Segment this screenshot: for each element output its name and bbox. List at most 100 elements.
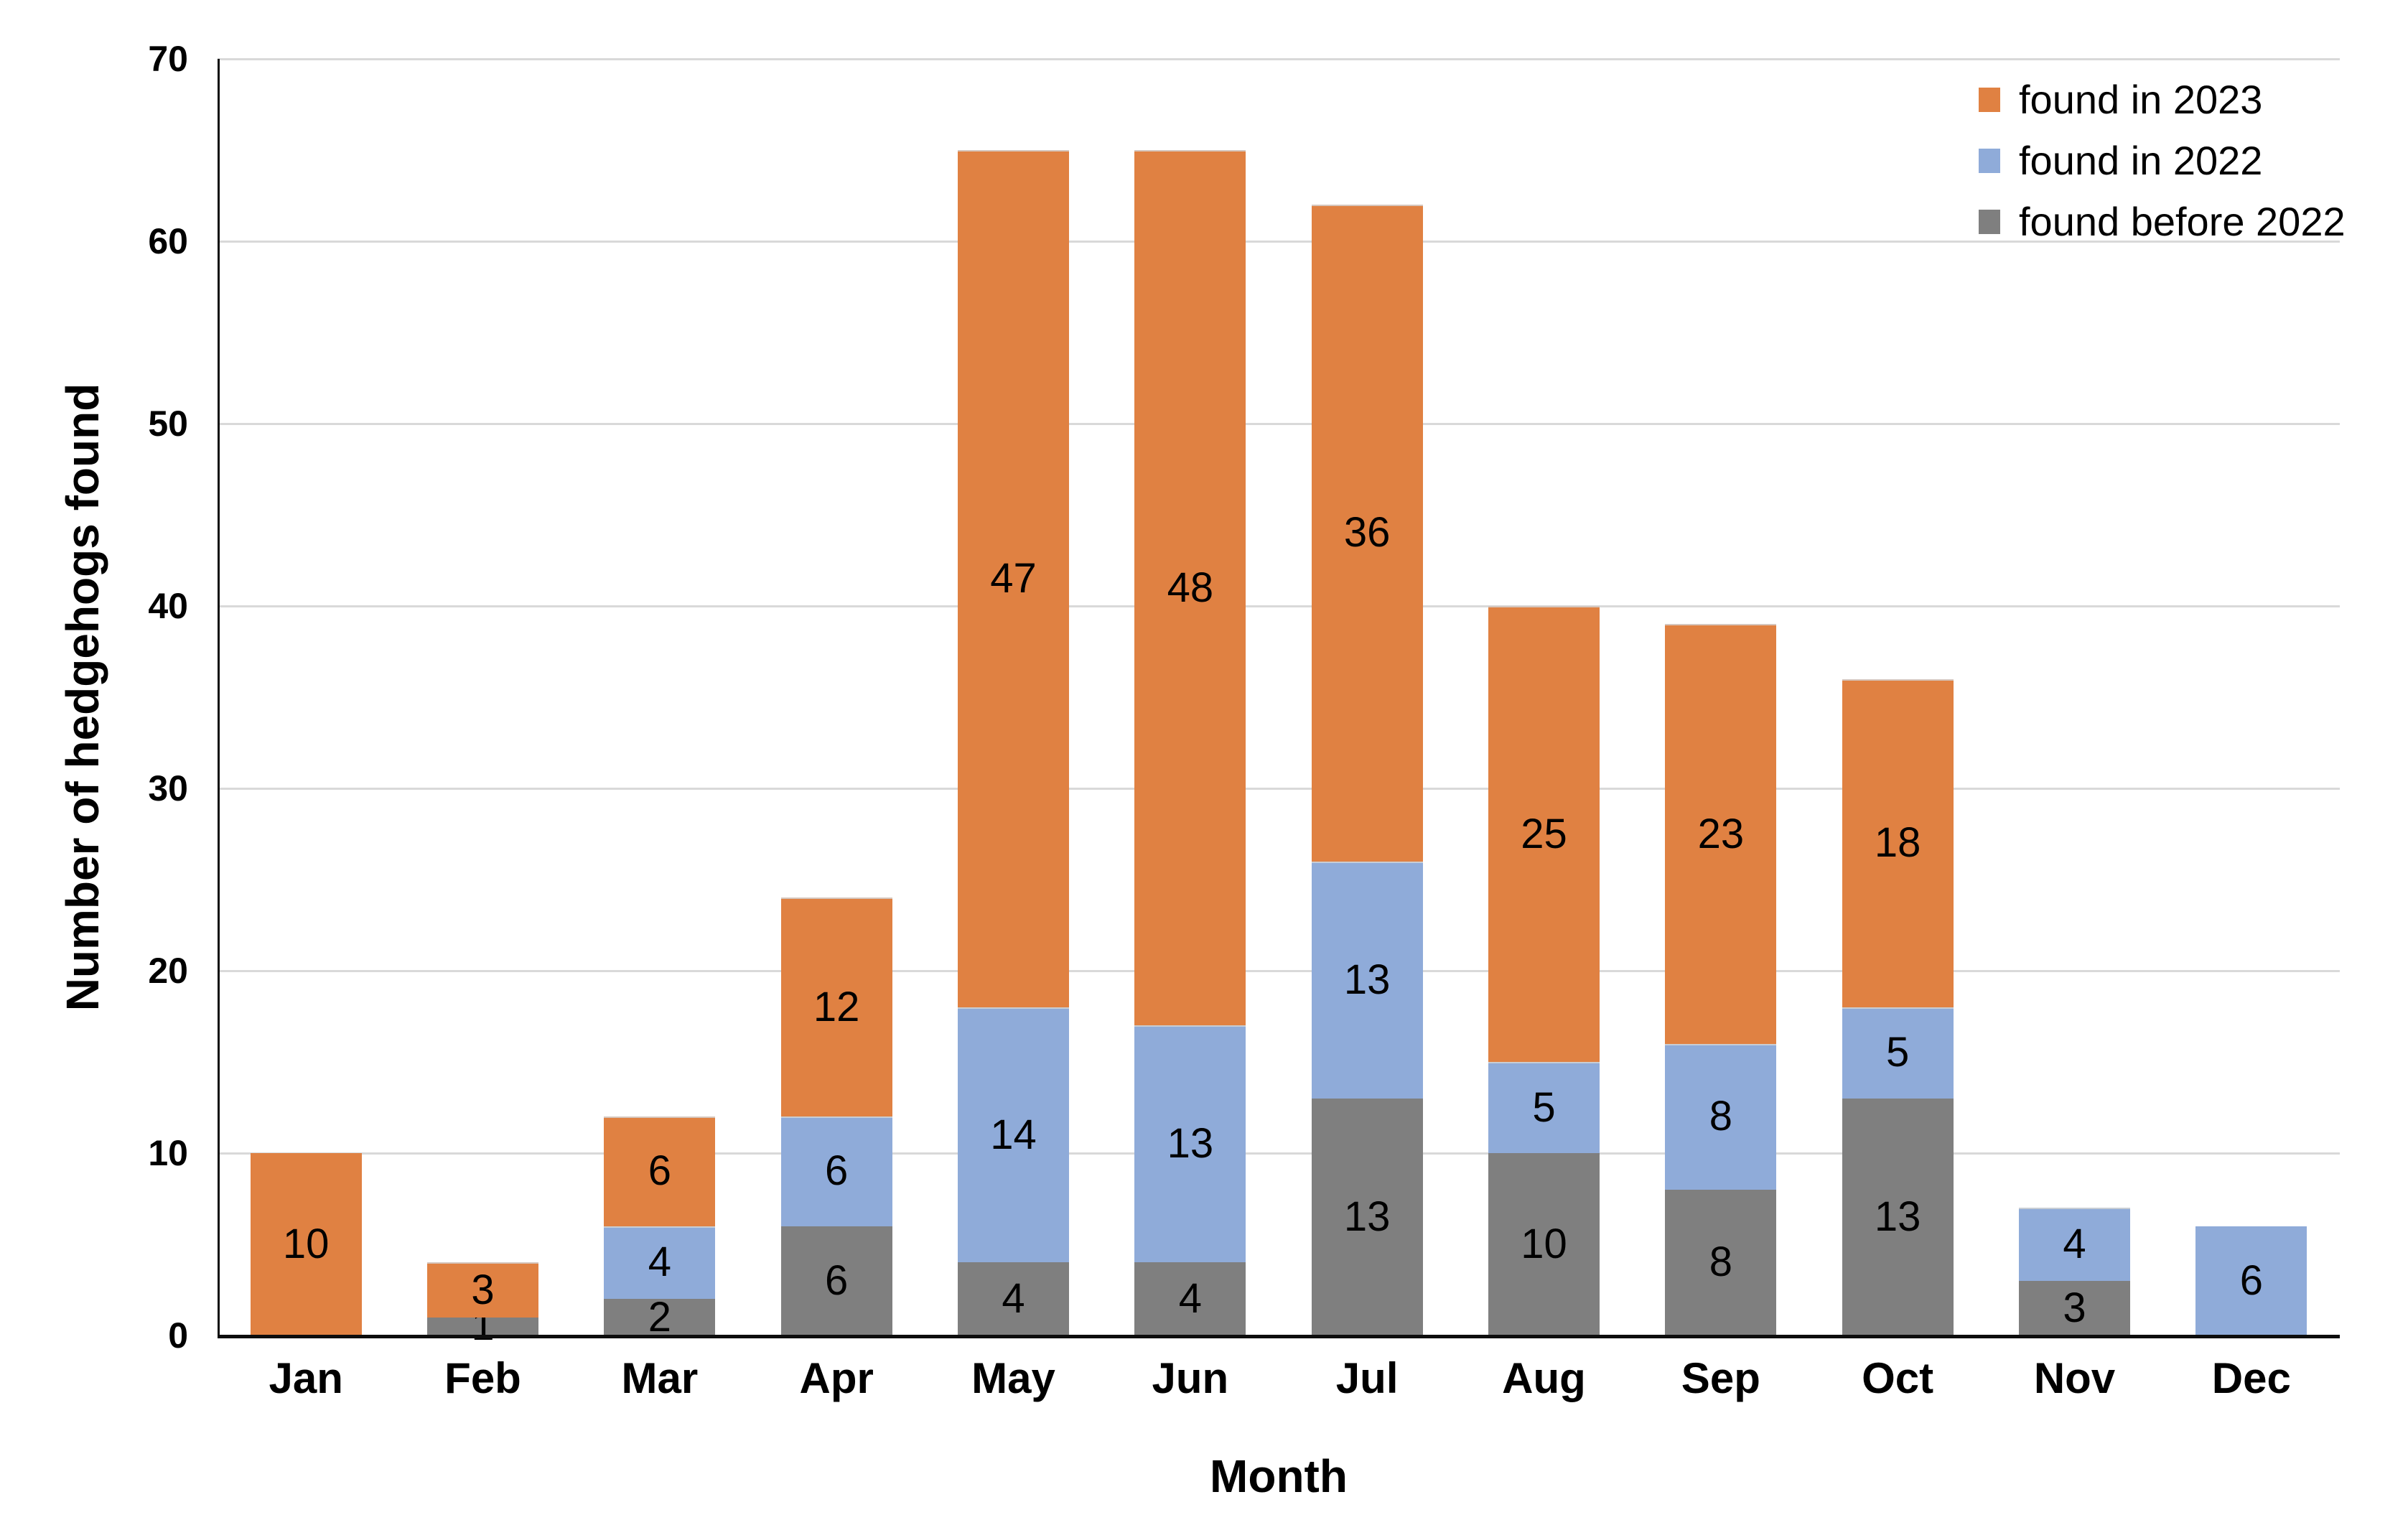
data-label-oct-13: 13: [1874, 1193, 1921, 1240]
data-label-aug-25: 25: [1521, 810, 1567, 857]
x-tick-label-nov: Nov: [2033, 1354, 2116, 1402]
bar-segment-mar-found-in-2022: [604, 1226, 716, 1300]
gridline-y-50: [218, 422, 2340, 425]
bar-segment-oct-found-in-2022: [1842, 1007, 1954, 1099]
y-tick-label-70: 70: [148, 39, 188, 79]
bar-segment-feb-found-in-2023: [427, 1262, 538, 1318]
data-label-jun-48: 48: [1167, 564, 1214, 611]
y-tick-label-40: 40: [148, 586, 188, 626]
y-axis-line: [218, 59, 220, 1338]
data-label-may-4: 4: [1002, 1275, 1025, 1323]
bar-segment-sep-found-before-2022: [1665, 1189, 1777, 1335]
data-label-jul-36: 36: [1343, 509, 1391, 556]
data-label-dec-6: 6: [2239, 1256, 2263, 1304]
data-label-feb-3: 3: [471, 1266, 495, 1313]
bar-segment-jul-found-in-2023: [1311, 205, 1423, 862]
bar-segment-apr-found-before-2022: [780, 1226, 892, 1335]
legend-label: found before 2022: [2019, 198, 2346, 244]
data-label-aug-5: 5: [1532, 1083, 1556, 1131]
bar-segment-jun-found-in-2022: [1134, 1025, 1246, 1263]
legend-label: found in 2023: [2019, 76, 2263, 122]
data-label-may-47: 47: [990, 554, 1037, 602]
bar-segment-nov-found-in-2022: [2019, 1208, 2130, 1281]
bar-segment-aug-found-in-2023: [1488, 606, 1600, 1062]
bar-segment-oct-found-in-2023: [1842, 679, 1954, 1007]
bar-segment-mar-found-in-2023: [604, 1116, 716, 1226]
legend-item-found-in-2023: found in 2023: [1979, 69, 2346, 130]
y-tick-label-60: 60: [148, 221, 188, 261]
x-tick-label-jul: Jul: [1335, 1354, 1399, 1402]
x-tick-label-sep: Sep: [1681, 1354, 1760, 1402]
bar-segment-jan-found-in-2023: [250, 1153, 362, 1335]
legend-item-found-in-2022: found in 2022: [1979, 130, 2346, 191]
legend-label: found in 2022: [2019, 137, 2263, 183]
bar-segment-apr-found-in-2022: [780, 1116, 892, 1226]
bar-segment-sep-found-in-2023: [1665, 624, 1777, 1044]
blue-square-icon: [1979, 148, 2000, 173]
bar-segment-may-found-in-2023: [958, 150, 1069, 1007]
y-tick-label-10: 10: [148, 1133, 188, 1173]
y-tick-label-0: 0: [168, 1315, 188, 1356]
data-label-jun-4: 4: [1178, 1275, 1202, 1323]
gridline-y-20: [218, 969, 2340, 972]
data-label-apr-6: 6: [825, 1256, 849, 1304]
x-tick-label-dec: Dec: [2211, 1354, 2291, 1402]
y-tick-label-30: 30: [148, 768, 188, 808]
gridline-y-70: [218, 57, 2340, 60]
bar-segment-jun-found-before-2022: [1134, 1262, 1246, 1335]
x-tick-label-aug: Aug: [1502, 1354, 1586, 1402]
x-tick-label-oct: Oct: [1862, 1354, 1934, 1402]
x-axis-title: Month: [1210, 1450, 1348, 1502]
data-label-aug-10: 10: [1521, 1221, 1567, 1267]
data-label-nov-4: 4: [2063, 1221, 2086, 1267]
gridline-y-40: [218, 605, 2340, 607]
x-tick-label-may: May: [971, 1354, 1055, 1402]
x-tick-label-feb: Feb: [444, 1354, 521, 1402]
bar-segment-oct-found-before-2022: [1842, 1098, 1954, 1335]
data-label-apr-12: 12: [813, 983, 860, 1030]
data-label-sep-23: 23: [1697, 810, 1745, 857]
data-label-mar-6: 6: [648, 1147, 671, 1195]
y-tick-label-50: 50: [148, 404, 188, 444]
data-label-oct-18: 18: [1874, 819, 1921, 867]
bar-segment-may-found-in-2022: [958, 1007, 1069, 1263]
data-label-sep-8: 8: [1709, 1093, 1732, 1140]
gray-square-icon: [1979, 209, 2000, 234]
bar-segment-sep-found-in-2022: [1665, 1043, 1777, 1190]
bar-segment-apr-found-in-2023: [780, 897, 892, 1117]
data-label-mar-4: 4: [648, 1239, 671, 1286]
x-axis-line: [218, 1335, 2340, 1338]
x-tick-label-jun: Jun: [1152, 1354, 1229, 1402]
orange-square-icon: [1979, 87, 2000, 112]
bar-segment-feb-found-before-2022: [427, 1317, 538, 1335]
data-label-apr-6: 6: [825, 1147, 849, 1195]
data-label-jan-10: 10: [282, 1221, 330, 1267]
data-label-may-14: 14: [990, 1111, 1037, 1158]
y-axis-title: Number of hedgehogs found: [57, 383, 108, 1012]
data-label-jul-13: 13: [1343, 956, 1391, 1003]
data-label-sep-8: 8: [1709, 1239, 1732, 1286]
data-label-oct-5: 5: [1886, 1029, 1910, 1076]
bar-segment-jul-found-in-2022: [1311, 861, 1423, 1099]
data-label-mar-2: 2: [648, 1293, 671, 1341]
x-tick-label-apr: Apr: [799, 1354, 874, 1402]
legend: found in 2023 found in 2022 found before 2…: [1979, 69, 2346, 252]
bar-segment-jul-found-before-2022: [1311, 1098, 1423, 1335]
bar-segment-nov-found-before-2022: [2019, 1280, 2130, 1335]
bar-segment-jun-found-in-2023: [1134, 150, 1246, 1026]
gridline-y-10: [218, 1152, 2340, 1155]
y-tick-label-20: 20: [148, 951, 188, 991]
bar-segment-dec-found-in-2022: [2195, 1226, 2307, 1335]
x-tick-label-jan: Jan: [269, 1354, 343, 1402]
data-label-jul-13: 13: [1343, 1193, 1391, 1240]
data-label-nov-3: 3: [2063, 1284, 2086, 1331]
legend-item-found-before-2022: found before 2022: [1979, 191, 2346, 252]
bar-segment-aug-found-before-2022: [1488, 1153, 1600, 1335]
bar-segment-mar-found-before-2022: [604, 1299, 716, 1335]
bar-segment-aug-found-in-2022: [1488, 1062, 1600, 1153]
gridline-y-60: [218, 240, 2340, 243]
gridline-y-30: [218, 787, 2340, 790]
data-label-jun-13: 13: [1167, 1120, 1214, 1167]
bar-segment-may-found-before-2022: [958, 1262, 1069, 1335]
